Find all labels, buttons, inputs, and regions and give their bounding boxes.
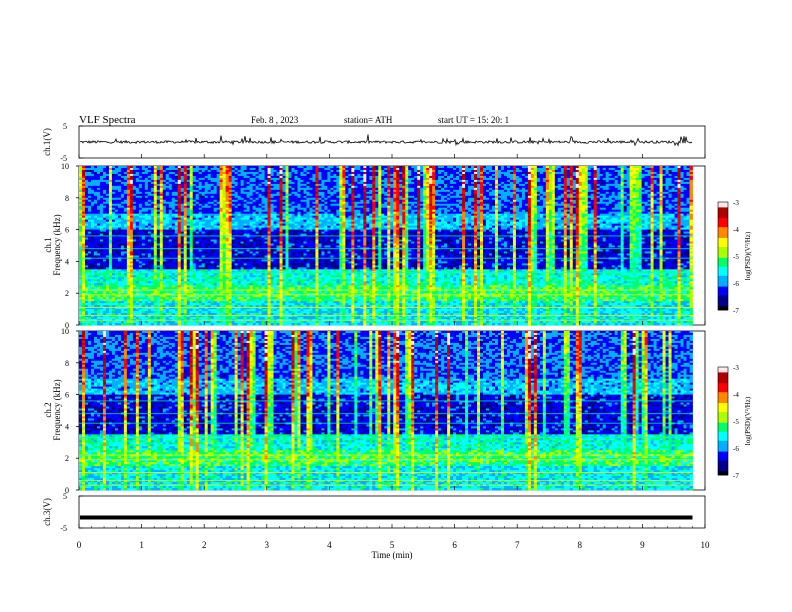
- y-tick-label: 5: [63, 122, 67, 131]
- date-label: Feb. 8 , 2023: [251, 115, 299, 125]
- start-time-label: start UT = 15: 20: 1: [438, 115, 509, 125]
- figure-title: VLF Spectra: [79, 114, 136, 126]
- station-label: station= ATH: [344, 115, 393, 125]
- ch1-spectrogram-heatmap: [79, 166, 693, 325]
- ch1-y-axis-label: ch.1(V): [42, 128, 52, 156]
